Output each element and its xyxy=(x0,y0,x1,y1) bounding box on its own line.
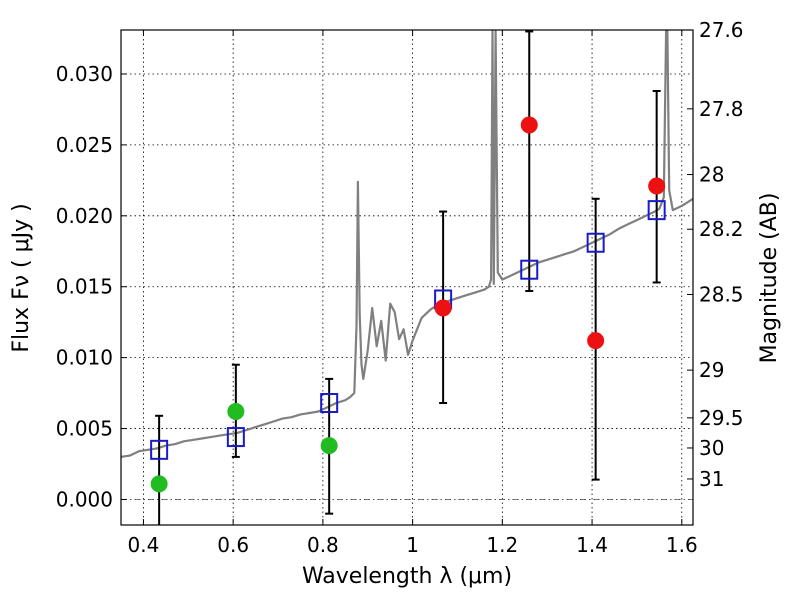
red-data-point xyxy=(587,332,605,350)
mag-tick-label: 27.8 xyxy=(699,97,744,121)
y-tick-label: 0.030 xyxy=(56,62,113,86)
y-tick-label: 0.010 xyxy=(56,346,113,370)
mag-tick-label: 29.5 xyxy=(699,406,744,430)
x-tick-label: 0.6 xyxy=(217,533,249,557)
red-data-point xyxy=(520,116,538,134)
x-tick-label: 1.2 xyxy=(486,533,518,557)
mag-tick-label: 28.5 xyxy=(699,282,744,306)
x-tick-label: 1.6 xyxy=(666,533,698,557)
model-photometry-square xyxy=(520,259,539,280)
model-photometry-square xyxy=(226,427,245,448)
model-photometry-square xyxy=(150,439,169,460)
green-data-point xyxy=(150,475,168,493)
x-axis-label: Wavelength λ (μm) xyxy=(302,564,512,589)
model-spectrum-line xyxy=(121,30,693,458)
mag-tick-label: 30 xyxy=(699,436,724,460)
x-tick-label: 1 xyxy=(406,533,419,557)
errorbar xyxy=(525,30,534,292)
x-tick-label: 0.8 xyxy=(307,533,339,557)
grid-lines xyxy=(121,30,693,525)
y-tick-label: 0.020 xyxy=(56,204,113,228)
model-photometry-square xyxy=(647,200,666,221)
model-photometry-square xyxy=(586,232,605,253)
x-tick-label: 1.4 xyxy=(576,533,608,557)
y-tick-label: 0.005 xyxy=(56,417,113,441)
y-tick-label: 0.015 xyxy=(56,275,113,299)
mag-tick-label: 28 xyxy=(699,163,724,187)
y-tick-label: 0.025 xyxy=(56,133,113,157)
y2-axis-label: Magnitude (AB) xyxy=(757,193,782,364)
y-axis-label: Flux Fν ( μJy ) xyxy=(9,203,34,352)
mag-tick-label: 27.6 xyxy=(699,18,744,42)
model-photometry-square xyxy=(320,393,339,414)
green-data-point xyxy=(227,403,245,421)
green-data-point xyxy=(320,437,338,455)
plot-area xyxy=(121,30,693,525)
x-tick-label: 0.4 xyxy=(128,533,160,557)
axis-ticks: 0.4 0.6 0.8 1 1.2 1.4 1.6 0.000 0.005 0.010 0.015 0… xyxy=(56,18,744,557)
mag-tick-label: 28.2 xyxy=(699,217,744,241)
y-tick-label: 0.000 xyxy=(56,487,113,511)
plot-frame xyxy=(120,29,694,526)
red-data-point xyxy=(648,177,666,195)
mag-tick-label: 31 xyxy=(699,467,724,491)
mag-tick-label: 29 xyxy=(699,358,724,382)
red-data-point xyxy=(434,299,452,317)
